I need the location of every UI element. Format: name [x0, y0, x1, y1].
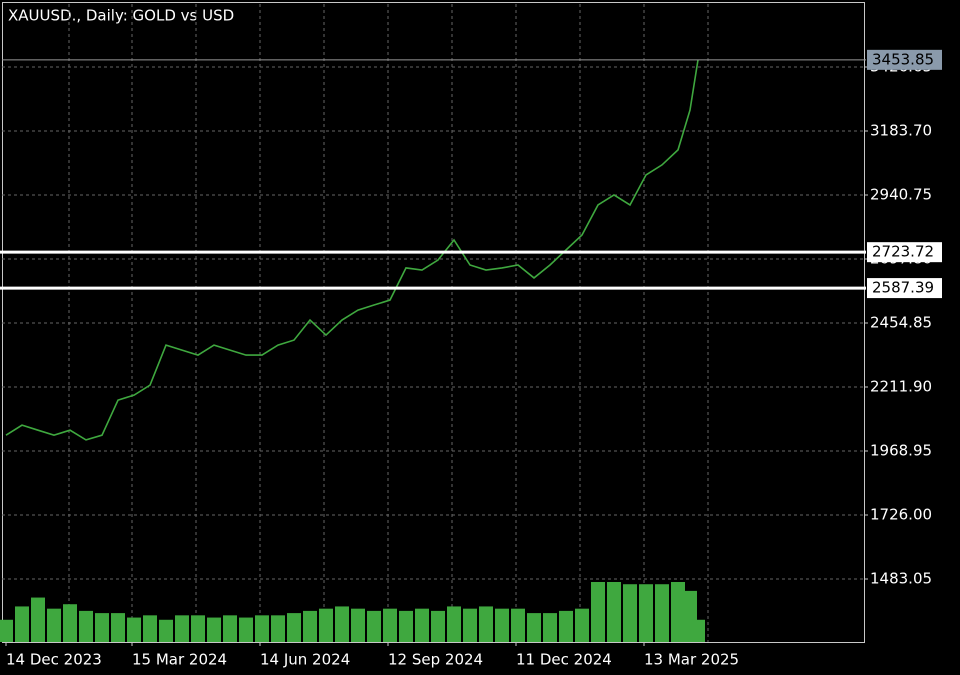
volume-bar	[543, 613, 557, 642]
volume-bar	[63, 604, 77, 642]
volume-bar	[447, 606, 461, 642]
volume-bar	[591, 582, 605, 642]
volume-bar	[31, 597, 45, 642]
x-tick-label: 14 Jun 2024	[260, 651, 350, 669]
volume-bar	[495, 608, 509, 642]
x-tick-label: 11 Dec 2024	[516, 651, 612, 669]
y-tick-label: 2940.75	[870, 185, 932, 203]
volume-bar	[607, 582, 621, 642]
volume-bar	[79, 610, 93, 642]
volume-bar	[367, 610, 381, 642]
volume-bar	[691, 619, 705, 642]
volume-bar	[303, 610, 317, 642]
volume-bar	[527, 613, 541, 642]
price-line	[5, 59, 699, 441]
volume-bar	[479, 606, 493, 642]
volume-bar	[399, 610, 413, 642]
x-tick-label: 15 Mar 2024	[132, 651, 227, 669]
volume-bar	[15, 606, 29, 642]
volume-bar	[127, 617, 141, 642]
volume-bar	[335, 606, 349, 642]
volume-bar	[143, 615, 157, 642]
current-price-label: 3453.85	[872, 50, 934, 68]
volume-bar	[47, 608, 61, 642]
current-price-box	[867, 49, 942, 70]
level-label: 2723.72	[872, 243, 934, 261]
volume-bar	[575, 608, 589, 642]
volume-bar	[463, 608, 477, 642]
volume-bar	[207, 617, 221, 642]
volume-bar	[671, 582, 685, 642]
x-tick-label: 12 Sep 2024	[388, 651, 483, 669]
x-tick-label: 14 Dec 2023	[6, 651, 102, 669]
y-tick-label: 1726.00	[870, 506, 932, 524]
volume-bar	[431, 610, 445, 642]
level-label-box	[867, 242, 942, 263]
y-tick-label: 1483.05	[870, 570, 932, 588]
volume-bar	[559, 610, 573, 642]
volume-bar	[271, 615, 285, 642]
y-tick-label: 2454.85	[870, 314, 932, 332]
volume-bar	[639, 584, 653, 642]
volume-bar	[159, 619, 173, 642]
volume-bar	[623, 584, 637, 642]
volume-bar	[655, 584, 669, 642]
volume-bar	[255, 615, 269, 642]
volume-bar	[0, 619, 13, 642]
volume-bar	[239, 617, 253, 642]
y-tick-label: 3183.70	[870, 121, 932, 139]
volume-bar	[351, 608, 365, 642]
volume-bar	[175, 615, 189, 642]
x-tick-label: 13 Mar 2025	[644, 651, 739, 669]
volume-bar	[223, 615, 237, 642]
y-tick-label: 1968.95	[870, 442, 932, 460]
volume-bar	[111, 613, 125, 642]
y-tick-label: 2211.90	[870, 378, 932, 396]
level-label-box	[867, 278, 942, 299]
volume-bar	[319, 608, 333, 642]
volume-bar	[287, 613, 301, 642]
volume-bar	[383, 608, 397, 642]
volume-bar	[191, 615, 205, 642]
volume-bar	[511, 608, 525, 642]
chart-title: XAUUSD., Daily: GOLD vs USD	[8, 7, 234, 25]
volume-bar	[95, 613, 109, 642]
level-label: 2587.39	[872, 279, 934, 297]
volume-bar	[415, 608, 429, 642]
